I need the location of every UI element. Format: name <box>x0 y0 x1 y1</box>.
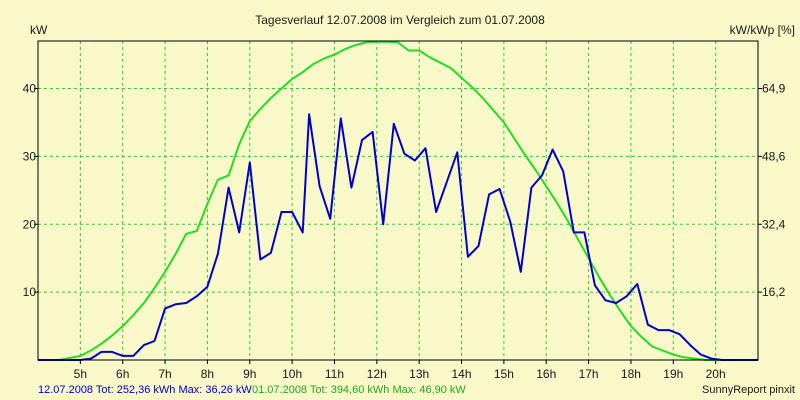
series-line-1 <box>38 113 758 361</box>
x-tick-label: 13h <box>409 367 429 381</box>
x-tick-label: 11h <box>325 367 344 381</box>
footer-series-1-summary: 12.07.2008 Tot: 252,36 kWh Max: 36,26 kW <box>38 384 252 396</box>
x-tick-label: 19h <box>663 367 683 381</box>
chart-title: Tagesverlauf 12.07.2008 im Vergleich zum… <box>255 13 545 27</box>
x-tick-label: 9h <box>243 367 256 381</box>
x-tick-label: 12h <box>367 367 387 381</box>
x-tick-label: 15h <box>494 367 514 381</box>
x-tick-label: 16h <box>536 367 556 381</box>
x-tick-label: 18h <box>621 367 641 381</box>
y-right-axis-label: kW/kWp [%] <box>730 23 795 37</box>
x-tick-label: 10h <box>282 367 302 381</box>
x-tick-label: 14h <box>452 367 472 381</box>
y-left-axis-label: kW <box>30 23 48 37</box>
footer-credit: SunnyReport pinxit <box>702 384 795 396</box>
x-tick-label: 6h <box>116 367 129 381</box>
plot-frame <box>37 40 759 361</box>
x-tick-label: 8h <box>201 367 214 381</box>
grid-lines <box>38 41 758 360</box>
y-right-tick-label: 48,6 <box>762 149 786 163</box>
tick-labels: 5h 6h 7h 8h 9h 10h 11h 12h 13h 14h 15h 16h 17h 18h 19h… <box>23 82 786 381</box>
y-right-tick-label: 16,2 <box>762 285 786 299</box>
x-tick-label: 20h <box>706 367 726 381</box>
series-line-2 <box>38 40 758 361</box>
y-right-tick-label: 64,9 <box>762 82 786 96</box>
footer-series-2-summary: 01.07.2008 Tot: 394,60 kWh Max: 46,90 kW <box>252 384 466 396</box>
y-left-tick-label: 40 <box>23 82 37 96</box>
x-tick-label: 17h <box>579 367 599 381</box>
x-tick-label: 5h <box>74 367 87 381</box>
y-left-tick-label: 10 <box>23 285 37 299</box>
x-tick-label: 7h <box>158 367 171 381</box>
y-right-tick-label: 32,4 <box>762 217 786 231</box>
y-left-tick-label: 30 <box>23 149 37 163</box>
y-left-tick-label: 20 <box>23 217 37 231</box>
series-lines <box>38 40 758 361</box>
